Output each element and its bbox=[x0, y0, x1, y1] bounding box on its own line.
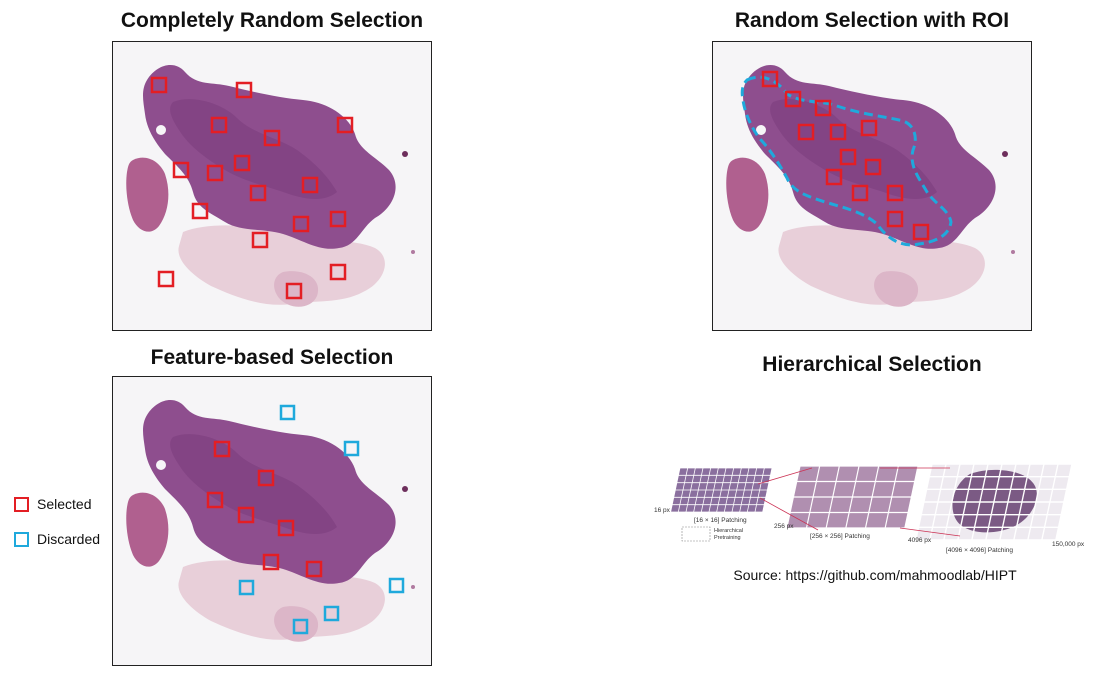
label-4096-patching: [4096 × 4096] Patching bbox=[946, 547, 1013, 554]
discarded-box bbox=[388, 577, 405, 594]
selected-box bbox=[237, 506, 255, 524]
patch-grid-4096 bbox=[914, 463, 1073, 541]
selected-box bbox=[157, 270, 175, 288]
selected-box bbox=[825, 168, 843, 186]
legend-discarded: Discarded bbox=[14, 531, 100, 547]
legend-discarded-label: Discarded bbox=[37, 531, 101, 547]
label-16px: 16 px bbox=[654, 507, 671, 514]
selected-box bbox=[206, 491, 224, 509]
label-pretraining-2: Pretraining bbox=[714, 535, 741, 541]
selected-box bbox=[285, 282, 303, 300]
panel-feature bbox=[112, 376, 432, 666]
title-feature: Feature-based Selection bbox=[150, 346, 394, 369]
selected-box bbox=[839, 148, 857, 166]
selected-box bbox=[860, 119, 878, 137]
selected-boxes bbox=[150, 76, 354, 300]
zoom-lines bbox=[757, 467, 961, 537]
patch-grid-256 bbox=[786, 465, 919, 529]
discarded-box bbox=[292, 618, 309, 635]
selected-box bbox=[301, 176, 319, 194]
selected-box bbox=[336, 116, 354, 134]
title-roi: Random Selection with ROI bbox=[734, 9, 1010, 32]
selected-swatch bbox=[14, 496, 29, 512]
selected-box bbox=[784, 90, 802, 108]
title-hierarchical: Hierarchical Selection bbox=[762, 353, 982, 376]
selected-box bbox=[206, 164, 224, 182]
selected-box bbox=[233, 154, 251, 172]
discarded-boxes bbox=[238, 404, 405, 635]
legend-selected-label: Selected bbox=[37, 496, 92, 512]
selected-box bbox=[262, 553, 280, 571]
selected-box bbox=[263, 129, 281, 147]
legend-selected: Selected bbox=[14, 496, 91, 512]
tissue-feature bbox=[126, 400, 415, 642]
selected-boxes bbox=[761, 70, 930, 241]
title-random: Completely Random Selection bbox=[120, 9, 424, 32]
selected-box bbox=[851, 184, 869, 202]
selected-box bbox=[191, 202, 209, 220]
selected-box bbox=[305, 560, 323, 578]
selected-box bbox=[251, 231, 269, 249]
selected-box bbox=[257, 469, 275, 487]
label-16-patching: [16 × 16] Patching bbox=[694, 517, 747, 524]
selected-box bbox=[277, 519, 295, 537]
selected-box bbox=[292, 215, 310, 233]
discarded-box bbox=[323, 605, 340, 622]
selected-box bbox=[235, 81, 253, 99]
panel-roi bbox=[712, 41, 1032, 331]
tissue-random bbox=[126, 65, 415, 307]
selected-boxes bbox=[206, 440, 323, 578]
selected-box bbox=[329, 263, 347, 281]
selected-box bbox=[814, 99, 832, 117]
selected-box bbox=[249, 184, 267, 202]
selected-box bbox=[761, 70, 779, 88]
tissue-roi bbox=[726, 65, 1015, 307]
discarded-box bbox=[238, 579, 255, 596]
label-256-patching: [256 × 256] Patching bbox=[810, 533, 870, 540]
selected-box bbox=[829, 123, 847, 141]
selected-box bbox=[886, 210, 904, 228]
discarded-box bbox=[343, 440, 360, 457]
selected-box bbox=[797, 123, 815, 141]
label-pretraining-1: Hierarchical bbox=[714, 528, 743, 534]
selected-box bbox=[886, 184, 904, 202]
discarded-box bbox=[279, 404, 296, 421]
selected-box bbox=[172, 161, 190, 179]
tissue-section bbox=[726, 65, 1015, 307]
pretraining-box bbox=[681, 526, 711, 542]
label-150000px: 150,000 px bbox=[1052, 541, 1085, 548]
selected-box bbox=[213, 440, 231, 458]
roi-outline bbox=[740, 75, 953, 247]
source-caption: Source: https://github.com/mahmoodlab/HI… bbox=[733, 567, 1017, 583]
panel-random bbox=[112, 41, 432, 331]
discarded-swatch bbox=[14, 531, 29, 547]
label-256px: 256 px bbox=[774, 523, 794, 530]
label-4096px: 4096 px bbox=[908, 537, 932, 544]
selected-box bbox=[864, 158, 882, 176]
tissue-section bbox=[126, 65, 415, 307]
tissue-section bbox=[126, 400, 415, 642]
hipt-figure: 16 px [16 × 16] Patching 256 px [256 × 2… bbox=[654, 463, 1085, 554]
selected-box bbox=[150, 76, 168, 94]
patch-grid-16 bbox=[670, 467, 773, 513]
selected-box bbox=[912, 223, 930, 241]
selected-box bbox=[210, 116, 228, 134]
selected-box bbox=[329, 210, 347, 228]
